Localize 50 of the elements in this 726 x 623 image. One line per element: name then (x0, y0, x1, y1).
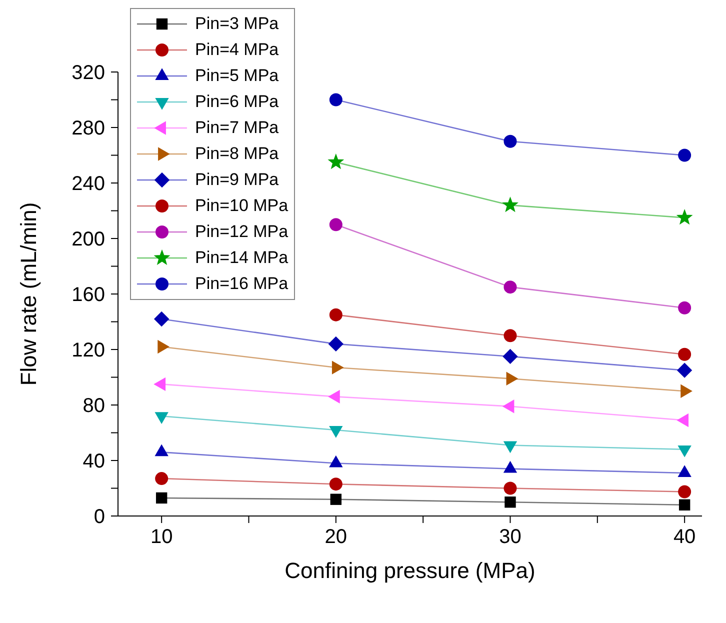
x-tick-label: 30 (499, 526, 522, 548)
y-tick-label: 0 (94, 506, 105, 528)
y-tick-label: 80 (82, 395, 105, 418)
point (504, 482, 517, 495)
legend-label: Pin=3 MPa (195, 14, 279, 34)
y-axis-title: Flow rate (mL/min) (16, 202, 41, 386)
legend-label: Pin=8 MPa (195, 144, 279, 164)
legend-label: Pin=12 MPa (195, 222, 288, 242)
point (504, 329, 517, 342)
point (678, 148, 692, 162)
legend-label: Pin=16 MPa (195, 274, 288, 294)
y-tick-label: 40 (82, 450, 105, 473)
point (329, 218, 342, 232)
legend-label: Pin=7 MPa (195, 118, 279, 138)
point (502, 198, 518, 212)
point (677, 210, 692, 224)
y-tick-label: 280 (72, 118, 105, 140)
y-tick-label: 160 (72, 284, 105, 306)
point (329, 478, 342, 491)
point (504, 496, 516, 508)
y-tick-label: 120 (72, 340, 105, 362)
point (678, 301, 692, 314)
y-tick-label: 200 (72, 228, 105, 251)
x-tick-label: 20 (324, 526, 348, 548)
x-axis-title: Confining pressure (MPa) (284, 558, 536, 583)
point (502, 349, 518, 364)
point (328, 336, 344, 352)
legend-label: Pin=4 MPa (195, 40, 279, 60)
point (677, 362, 692, 378)
point (678, 499, 690, 510)
point (155, 472, 168, 486)
point (156, 492, 168, 504)
y-tick-label: 240 (72, 173, 105, 196)
legend-label: Pin=10 MPa (195, 196, 288, 216)
point (504, 134, 517, 148)
legend-label: Pin=9 MPa (195, 170, 279, 190)
x-tick-label: 10 (150, 526, 173, 548)
point (678, 348, 692, 361)
point (504, 280, 517, 294)
legend-label: Pin=5 MPa (195, 66, 279, 86)
x-tick-label: 40 (673, 526, 696, 548)
point (154, 312, 169, 326)
legend-label: Pin=6 MPa (195, 92, 279, 112)
legend-label: Pin=14 MPa (195, 248, 288, 268)
point (678, 485, 692, 498)
point (329, 93, 342, 106)
y-tick-label: 320 (72, 62, 105, 84)
point (330, 494, 342, 505)
point (329, 308, 342, 322)
point (328, 154, 344, 169)
